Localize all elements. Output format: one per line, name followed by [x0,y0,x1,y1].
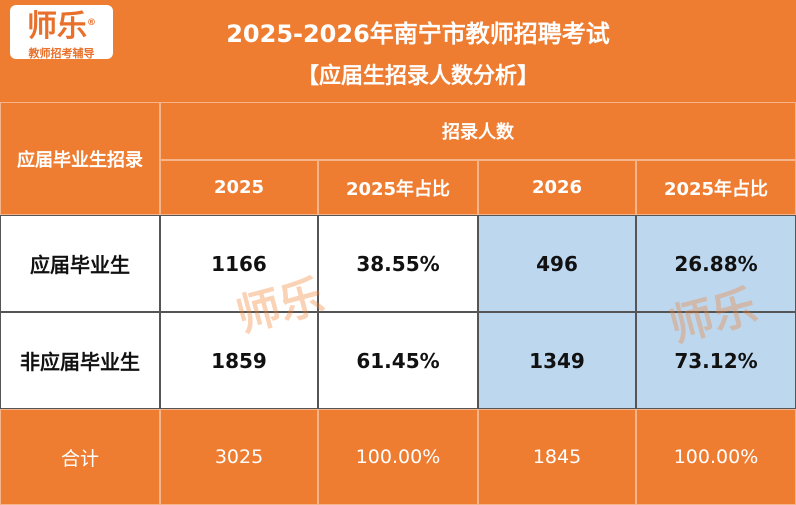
column-header: 2025年占比 [636,160,796,215]
group-header: 招录人数 [160,102,796,160]
total-cell: 1845 [478,409,636,505]
row-label: 应届毕业生 [0,215,160,312]
column-header: 2025年占比 [318,160,478,215]
title: 2025-2026年南宁市教师招聘考试 [226,20,610,48]
total-cell: 3025 [160,409,318,505]
total-cell: 100.00% [318,409,478,505]
row-label: 非应届毕业生 [0,312,160,409]
logo-name: 师乐 [27,9,87,44]
table-cell: 26.88% [636,215,796,312]
table-cell: 61.45% [318,312,478,409]
table-cell: 73.12% [636,312,796,409]
corner-header: 应届毕业生招录 [0,102,160,215]
total-label: 合计 [0,409,160,505]
logo-mark: ® [87,18,96,28]
table-cell: 38.55% [318,215,478,312]
column-header: 2026 [478,160,636,215]
column-header: 2025 [160,160,318,215]
table-cell: 1859 [160,312,318,409]
table-cell: 496 [478,215,636,312]
table-cell: 1166 [160,215,318,312]
total-cell: 100.00% [636,409,796,505]
logo: 师乐® 教师招考辅导 [10,5,113,60]
logo-tagline: 教师招考辅导 [28,47,95,60]
subtitle: 【应届生招录人数分析】 [296,64,539,89]
table-cell: 1349 [478,312,636,409]
